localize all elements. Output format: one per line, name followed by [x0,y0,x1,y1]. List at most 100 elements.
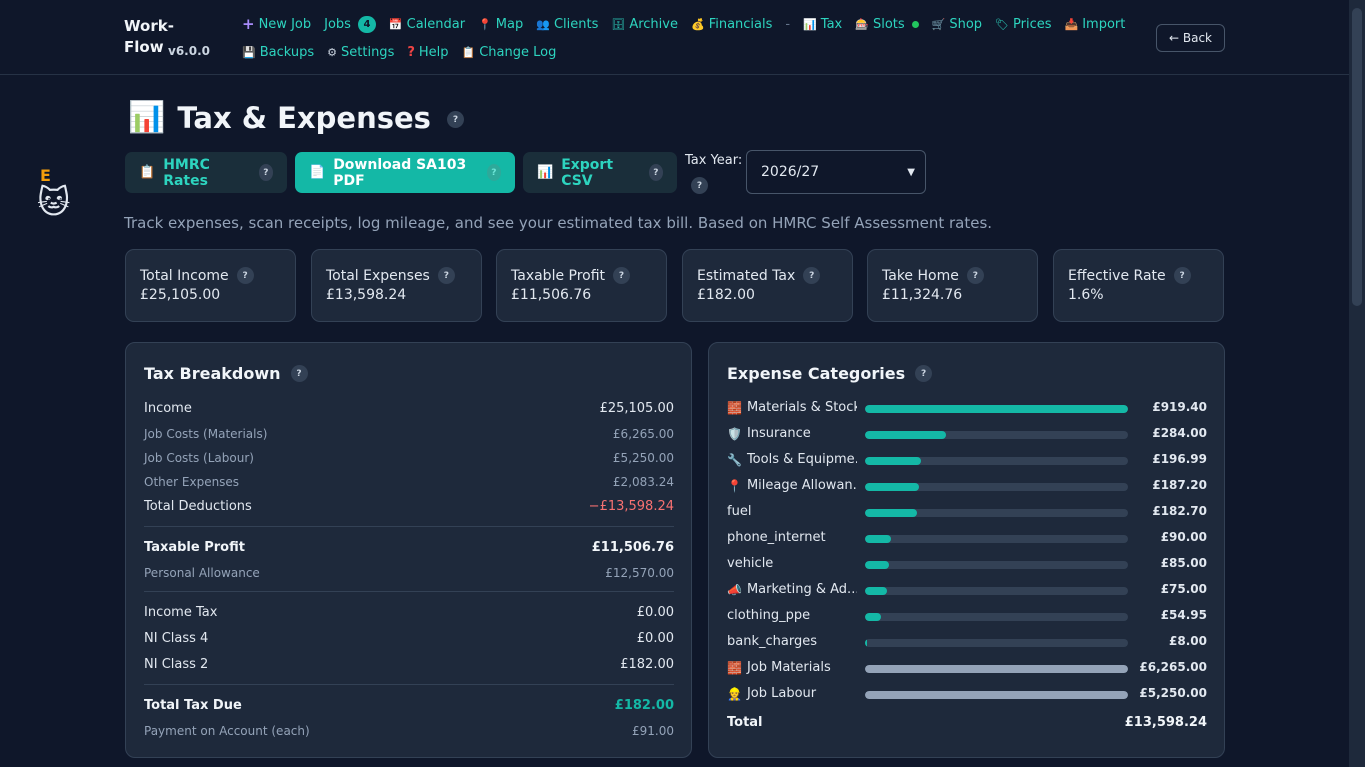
help-icon[interactable]: ? [486,164,501,181]
help-icon[interactable]: ? [915,365,933,382]
nav-map[interactable]: 📍 Map [478,16,524,32]
tax-year-select[interactable]: 2026/27 ▼ [746,150,926,194]
category-label: clothing_ppe [727,608,857,623]
category-label: 📍 Mileage Allowan... [727,478,857,493]
category-label: 🔧 Tools & Equipme... [727,452,857,467]
category-name: phone_internet [727,530,826,545]
category-bar-track [865,561,1128,569]
breakdown-row-income-tax: Income Tax £0.00 [144,605,674,620]
breakdown-row-ni-class-2: NI Class 2 £182.00 [144,657,674,672]
page-title-text: Tax & Expenses [177,100,431,135]
question-icon: ? [407,44,415,60]
category-bar-track [865,457,1128,465]
nav-slots[interactable]: 🎰 Slots [855,14,919,34]
help-icon[interactable]: ? [258,164,273,181]
nav-backups[interactable]: 💾 Backups [242,44,315,60]
back-button[interactable]: ← Back [1156,24,1225,52]
nav-jobs[interactable]: Jobs 4 [324,14,376,34]
category-bar-track [865,639,1128,647]
category-value: £85.00 [1160,556,1207,570]
category-icon: 👷 [727,686,742,701]
nav-shop[interactable]: 🛒 Shop [931,16,983,32]
nav-prices[interactable]: 🏷 Prices [995,16,1052,32]
category-bar-fill [865,431,947,439]
category-row: 🧱 Materials & Stock £919.40 [727,400,1207,418]
category-name: Job Labour [746,686,817,701]
category-icon: 🔧 [727,452,742,467]
category-bar-fill [865,691,1128,699]
nav-clients[interactable]: 👥 Clients [536,16,599,32]
nav-calendar[interactable]: 📅 Calendar [388,16,466,32]
breakdown-row-personal-allowance: Personal Allowance £12,570.00 [144,566,674,580]
nav-tax[interactable]: 📊 Tax [803,16,843,32]
category-label: phone_internet [727,530,857,545]
category-icon: 📣 [727,582,742,597]
category-label: 🧱 Materials & Stock [727,400,857,415]
help-icon[interactable]: ? [966,267,984,284]
export-csv-button[interactable]: 📊 Export CSV ? [523,152,677,193]
breakdown-row-taxable-profit: Taxable Profit £11,506.76 [144,540,674,555]
category-value: £54.95 [1160,608,1207,622]
breakdown-row-total-tax-due: Total Tax Due £182.00 [144,698,674,713]
category-icon: 🛡️ [727,426,742,441]
nav-new-job[interactable]: + New Job [242,15,312,33]
category-label: 🧱 Job Materials [727,660,857,675]
help-icon[interactable]: ? [803,267,821,284]
nav-settings[interactable]: ⚙ Settings [327,44,395,60]
category-label: fuel [727,504,857,519]
category-bar-fill [865,457,922,465]
category-icon: 📍 [727,478,742,493]
top-navigation: Work-Flow v6.0.0 + New Job Jobs 4 📅 Calenda… [0,0,1349,75]
document-icon: 📄 [309,165,326,180]
breakdown-row-materials: Job Costs (Materials) £6,265.00 [144,427,674,441]
help-icon[interactable]: ? [691,177,708,194]
help-icon[interactable]: ? [648,164,663,181]
category-row: vehicle £85.00 [727,556,1207,574]
hmrc-rates-button[interactable]: 📋 HMRC Rates ? [125,152,287,193]
jobs-count-badge: 4 [357,15,376,33]
help-icon[interactable]: ? [446,111,464,128]
scrollbar-thumb[interactable] [1352,8,1362,306]
nav-financials[interactable]: 💰 Financials [690,16,773,32]
category-icon: 🧱 [727,660,742,675]
help-icon[interactable]: ? [236,267,254,284]
help-icon[interactable]: ? [1173,267,1191,284]
app-brand[interactable]: Work-Flow v6.0.0 [124,16,234,58]
stat-total-expenses: Total Expenses? £13,598.24 [311,249,482,322]
help-icon[interactable]: ? [290,365,308,382]
page-subtitle: Track expenses, scan receipts, log milea… [124,214,993,232]
category-icon: 🧱 [727,400,742,415]
help-icon[interactable]: ? [613,267,631,284]
nav-row-2: 💾 Backups ⚙ Settings ? Help 📋 Change Log [242,42,569,62]
nav-archive[interactable]: 🗄 Archive [611,16,678,32]
chart-icon: 📊 [803,17,817,31]
cash-register-icon: 🛒 [931,17,946,31]
money-bag-icon: 💰 [690,17,705,31]
download-sa103-button[interactable]: 📄 Download SA103 PDF ? [295,152,515,193]
category-row: clothing_ppe £54.95 [727,608,1207,626]
category-label: 📣 Marketing & Ad... [727,582,857,597]
breakdown-row-other-expenses: Other Expenses £2,083.24 [144,475,674,489]
slot-machine-icon: 🎰 [855,17,869,31]
panel-title: Expense Categories ? [727,364,933,383]
nav-change-log[interactable]: 📋 Change Log [461,44,557,60]
breakdown-row-ni-class-4: NI Class 4 £0.00 [144,631,674,646]
page-scrollbar[interactable] [1349,0,1365,767]
import-icon: 📥 [1064,17,1079,31]
category-bar-track [865,509,1128,517]
nav-help[interactable]: ? Help [407,44,449,60]
category-name: Job Materials [746,660,831,675]
cat-mascot-icon[interactable]: 🐱 [37,183,71,221]
category-value: £187.20 [1152,478,1207,492]
category-value: £919.40 [1152,400,1207,414]
nav-import[interactable]: 📥 Import [1064,16,1126,32]
category-bar-fill [865,405,1128,413]
category-row: 📣 Marketing & Ad... £75.00 [727,582,1207,600]
help-icon[interactable]: ? [437,267,455,284]
category-bar-track [865,483,1128,491]
stat-effective-rate: Effective Rate? 1.6% [1053,249,1224,322]
category-row: 🛡️ Insurance £284.00 [727,426,1207,444]
category-row: fuel £182.70 [727,504,1207,522]
pin-icon: 📍 [478,17,492,31]
category-name: vehicle [727,556,774,571]
